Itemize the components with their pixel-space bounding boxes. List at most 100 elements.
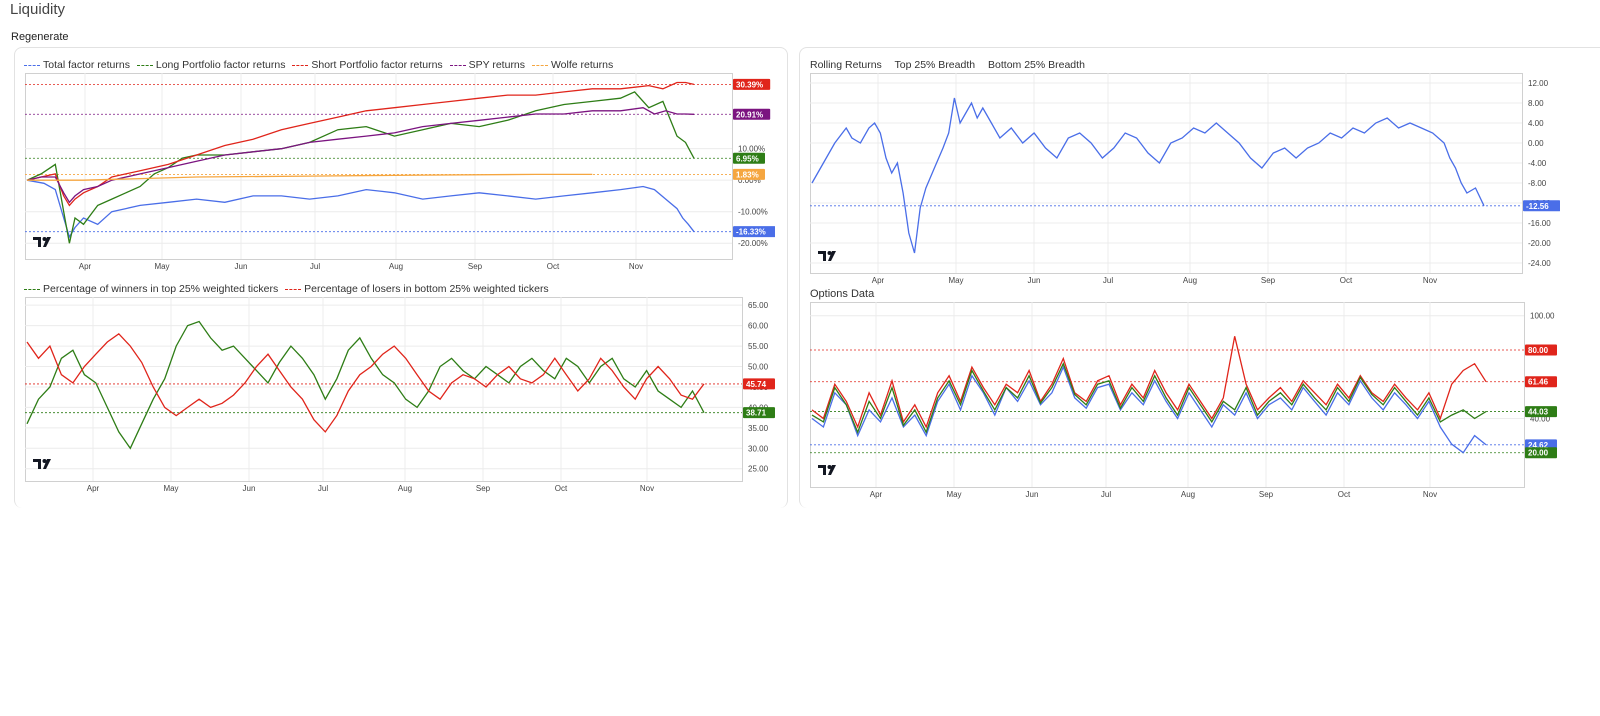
x-tick-label: Apr — [79, 262, 92, 271]
x-tick-label: Sep — [1259, 490, 1274, 499]
x-tick-label: Jul — [1101, 490, 1111, 499]
series-line — [26, 320, 705, 450]
winners_losers-svg: Apr May Jun Jul Aug Sep Oct Nov 65.00 60.00 55.00 5… — [25, 297, 775, 493]
y-tick-label: 50.00 — [748, 363, 769, 372]
rolling-svg: Apr May Jun Jul Aug Sep Oct Nov 12.00 8.00 4.00 0.0… — [810, 73, 1560, 285]
price-badge: 20.91% — [733, 108, 771, 120]
y-tick-label: -24.00 — [1528, 259, 1551, 268]
y-tick-label: -8.00 — [1528, 179, 1547, 188]
price-badge: 44.03 — [1525, 406, 1557, 418]
svg-text:80.00: 80.00 — [1528, 346, 1549, 355]
options-svg: Apr May Jun Jul Aug Sep Oct Nov 100.00 40.00 80.00… — [810, 302, 1557, 499]
x-tick-label: Jun — [1026, 490, 1039, 499]
y-tick-label: 25.00 — [748, 465, 769, 474]
x-tick-label: Aug — [389, 262, 403, 271]
series-line — [26, 179, 695, 239]
y-tick-label: 8.00 — [1528, 99, 1544, 108]
y-tick-label: -16.00 — [1528, 219, 1551, 228]
legend-item-wolfe[interactable]: Wolfe returns — [531, 59, 613, 71]
x-tick-label: Aug — [1183, 276, 1197, 285]
price-badge: 1.83% — [733, 168, 765, 180]
plot-area — [25, 73, 733, 260]
price-badge: 30.39% — [733, 78, 771, 90]
rolling-legend: Rolling Returns Top 25% Breadth Bottom 2… — [810, 59, 1095, 71]
x-tick-label: May — [163, 484, 178, 493]
x-tick-label: Jun — [1028, 276, 1041, 285]
y-tick-label: -20.00 — [1528, 239, 1551, 248]
legend-item-short[interactable]: Short Portfolio factor returns — [292, 59, 443, 71]
legend-item-rolling-returns[interactable]: Rolling Returns — [810, 59, 882, 71]
tradingview-logo-icon — [33, 237, 51, 247]
svg-text:30.39%: 30.39% — [736, 80, 763, 89]
winners-losers-chart[interactable]: Apr May Jun Jul Aug Sep Oct Nov 65.00 60.00 55.00 5… — [25, 297, 785, 495]
x-tick-label: May — [946, 490, 961, 499]
rolling-returns-chart[interactable]: Apr May Jun Jul Aug Sep Oct Nov 12.00 8.00 4.00 0.0… — [810, 73, 1560, 287]
x-tick-label: Nov — [1423, 276, 1437, 285]
tradingview-logo-icon — [818, 251, 836, 261]
x-tick-label: Aug — [1181, 490, 1195, 499]
options-title: Options Data — [810, 288, 875, 300]
svg-text:38.71: 38.71 — [746, 409, 767, 418]
plot-area — [25, 297, 743, 482]
legend-item-total[interactable]: Total factor returns — [24, 59, 130, 71]
y-tick-label: 35.00 — [748, 424, 769, 433]
series-line — [811, 362, 1487, 434]
svg-text:45.74: 45.74 — [746, 380, 767, 389]
x-tick-label: May — [154, 262, 169, 271]
y-tick-label: 40.00 — [1530, 414, 1551, 423]
legend-item-top-breadth[interactable]: Top 25% Breadth — [894, 59, 976, 71]
x-tick-label: Oct — [1340, 276, 1353, 285]
svg-text:6.95%: 6.95% — [736, 154, 759, 163]
x-tick-label: May — [948, 276, 963, 285]
price-badge: 20.00 — [1525, 447, 1557, 459]
series-line — [811, 97, 1485, 254]
x-tick-label: Nov — [1423, 490, 1437, 499]
x-tick-label: Jul — [310, 262, 320, 271]
y-tick-label: 55.00 — [748, 342, 769, 351]
y-tick-label: 0.00 — [1528, 139, 1544, 148]
legend-item-bottom-breadth[interactable]: Bottom 25% Breadth — [988, 59, 1085, 71]
y-tick-label: 10.00% — [738, 145, 765, 154]
svg-text:44.03: 44.03 — [1528, 408, 1549, 417]
x-tick-label: Oct — [547, 262, 560, 271]
x-tick-label: Jul — [1103, 276, 1113, 285]
price-badge: 38.71 — [743, 407, 775, 419]
plot-area — [810, 73, 1523, 274]
options-data-chart[interactable]: Apr May Jun Jul Aug Sep Oct Nov 100.00 40.00 80.00… — [810, 302, 1560, 502]
factor-returns-chart[interactable]: Apr May Jun Jul Aug Sep Oct Nov 10.00% 0.00% -10.0… — [25, 73, 775, 271]
x-tick-label: Jun — [235, 262, 248, 271]
regenerate-button[interactable]: Regenerate — [11, 31, 69, 43]
y-tick-label: 100.00 — [1530, 312, 1555, 321]
series-line — [811, 365, 1487, 454]
svg-text:20.91%: 20.91% — [736, 110, 763, 119]
y-tick-label: 12.00 — [1528, 79, 1549, 88]
legend-item-long[interactable]: Long Portfolio factor returns — [136, 59, 285, 71]
series-line — [26, 81, 695, 207]
legend-item-spy[interactable]: SPY returns — [449, 59, 525, 71]
svg-text:-12.56: -12.56 — [1526, 202, 1549, 211]
x-tick-label: Nov — [640, 484, 654, 493]
x-tick-label: Oct — [555, 484, 568, 493]
right-card — [799, 47, 1600, 508]
legend-item-winners[interactable]: Percentage of winners in top 25% weighte… — [24, 283, 278, 295]
series-line — [26, 107, 695, 204]
svg-text:-16.33%: -16.33% — [736, 228, 766, 237]
factor-legend: Total factor returns Long Portfolio fact… — [24, 59, 617, 71]
svg-text:61.46: 61.46 — [1528, 378, 1549, 387]
series-line — [27, 173, 593, 181]
y-tick-label: -4.00 — [1528, 159, 1547, 168]
price-badge: 6.95% — [733, 152, 765, 164]
svg-text:1.83%: 1.83% — [736, 170, 759, 179]
price-badge: 61.46 — [1525, 376, 1557, 388]
series-line — [811, 336, 1487, 429]
x-tick-label: Jul — [318, 484, 328, 493]
price-badge: -16.33% — [733, 226, 775, 238]
x-tick-label: Nov — [629, 262, 643, 271]
legend-item-losers[interactable]: Percentage of losers in bottom 25% weigh… — [285, 283, 549, 295]
x-tick-label: Sep — [476, 484, 491, 493]
x-tick-label: Apr — [872, 276, 885, 285]
x-tick-label: Oct — [1338, 490, 1351, 499]
svg-text:24.62: 24.62 — [1528, 441, 1549, 450]
tradingview-logo-icon — [33, 459, 51, 469]
factor-svg: Apr May Jun Jul Aug Sep Oct Nov 10.00% 0.00% -10.0… — [25, 73, 775, 271]
